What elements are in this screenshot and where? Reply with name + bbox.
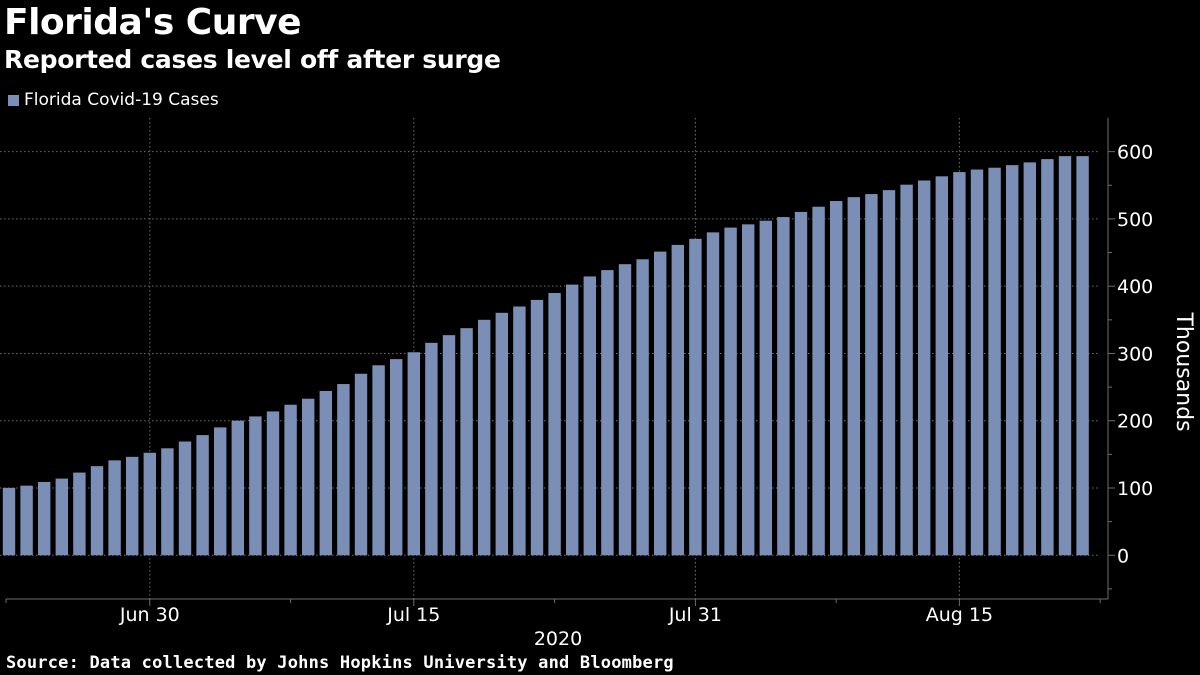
axes: 0 100 200 300 400 500 600 Jun 30 Jul 15 Jul 31 Aug… [5, 118, 1153, 626]
bar [513, 306, 526, 556]
bar [777, 217, 790, 556]
bar [108, 460, 121, 556]
bar [302, 398, 315, 556]
y-tick-label: 500 [1117, 209, 1153, 231]
bar [618, 264, 632, 556]
bar [2, 487, 16, 556]
bar [566, 284, 579, 556]
bar [161, 448, 174, 556]
bar [935, 176, 948, 556]
bar [654, 251, 667, 556]
bar [425, 342, 438, 556]
bar [706, 232, 720, 556]
x-tick-label: Jul 15 [386, 604, 440, 626]
bar [724, 227, 737, 556]
bar [90, 466, 104, 556]
legend-label: Florida Covid-19 Cases [24, 90, 219, 110]
bar [865, 194, 878, 556]
bar [372, 365, 385, 556]
bar [442, 335, 456, 556]
y-tick-label: 200 [1117, 411, 1153, 433]
bar [266, 411, 280, 556]
bars [2, 156, 1089, 556]
bar [354, 373, 368, 556]
bar [407, 352, 420, 556]
x-tick-label: Aug 15 [926, 604, 993, 626]
bar [953, 172, 966, 556]
bar [583, 276, 596, 556]
bar [548, 292, 561, 556]
legend: Florida Covid-19 Cases [8, 90, 219, 110]
source-note: Source: Data collected by Johns Hopkins … [6, 653, 674, 673]
bar [882, 190, 896, 556]
bar [918, 180, 931, 556]
bar [231, 420, 244, 556]
bar [970, 169, 984, 556]
x-tick-label: Jun 30 [119, 604, 180, 626]
bar [460, 328, 473, 556]
y-tick-label: 600 [1117, 142, 1153, 164]
bar [55, 478, 68, 556]
y-tick-label: 300 [1117, 343, 1153, 365]
bar [390, 359, 403, 556]
bar [794, 211, 808, 556]
bar [900, 184, 913, 556]
bar [249, 416, 262, 556]
bar [812, 206, 825, 556]
bar [73, 472, 86, 556]
bar [988, 167, 1001, 556]
bar [601, 270, 614, 556]
bar [126, 456, 139, 556]
bar [830, 201, 843, 556]
bar [495, 312, 508, 556]
bar [847, 197, 860, 556]
bar [1006, 165, 1019, 556]
x-axis-title: 2020 [534, 628, 582, 650]
y-axis-title: Thousands [1171, 311, 1196, 431]
bar [759, 220, 772, 556]
legend-swatch [8, 94, 19, 106]
bar [38, 481, 51, 556]
bar [143, 452, 156, 556]
bar [319, 390, 332, 556]
bar [1058, 156, 1072, 556]
bar [742, 224, 755, 556]
bar [636, 259, 649, 556]
bar [337, 384, 350, 556]
y-tick-label: 100 [1117, 478, 1153, 500]
bar [1041, 159, 1054, 556]
chart-title: Florida's Curve [4, 2, 302, 43]
bar [20, 485, 33, 556]
chart-subtitle: Reported cases level off after surge [4, 45, 501, 74]
bar [689, 238, 702, 556]
bar [196, 435, 209, 556]
bar [1023, 162, 1036, 556]
bar [671, 244, 684, 556]
bar [1076, 156, 1089, 556]
y-tick-label: 400 [1117, 276, 1153, 298]
bar [214, 427, 227, 556]
bar [284, 404, 297, 556]
bar [530, 299, 544, 556]
x-tick-label: Jul 31 [668, 604, 722, 626]
y-tick-label: 0 [1117, 545, 1129, 567]
bar [478, 319, 491, 556]
bar [178, 441, 192, 556]
